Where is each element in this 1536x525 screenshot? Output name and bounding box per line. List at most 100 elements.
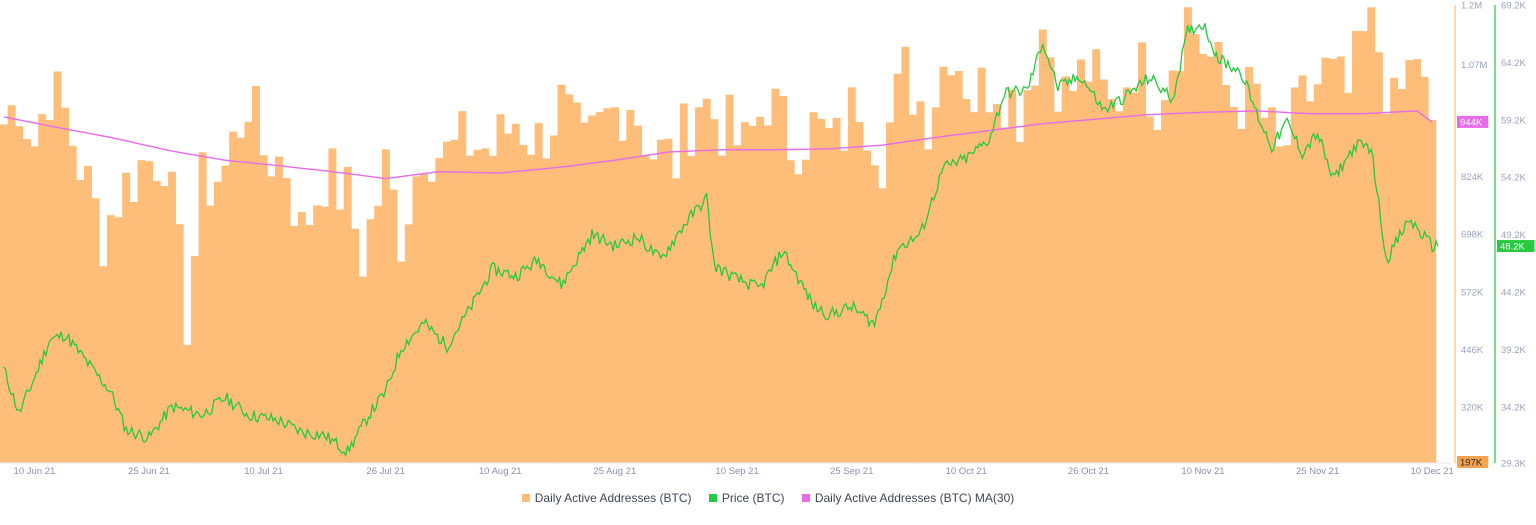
bar-daily-active-addresses bbox=[1046, 57, 1055, 463]
bar-daily-active-addresses bbox=[748, 126, 757, 463]
bar-daily-active-addresses bbox=[771, 88, 780, 463]
bar-daily-active-addresses bbox=[229, 131, 238, 463]
bar-daily-active-addresses bbox=[381, 149, 390, 464]
bar-daily-active-addresses bbox=[129, 202, 138, 463]
bar-daily-active-addresses bbox=[450, 139, 459, 463]
bar-daily-active-addresses bbox=[1237, 128, 1246, 463]
bar-daily-active-addresses bbox=[870, 165, 879, 463]
legend-label-addresses: Daily Active Addresses (BTC) bbox=[534, 491, 692, 505]
bar-daily-active-addresses bbox=[1199, 54, 1208, 464]
bar-daily-active-addresses bbox=[1222, 85, 1231, 463]
bar-daily-active-addresses bbox=[305, 225, 314, 463]
bar-daily-active-addresses bbox=[106, 215, 115, 463]
bar-daily-active-addresses bbox=[1061, 76, 1070, 464]
legend-item-price[interactable]: Price (BTC) bbox=[708, 491, 785, 505]
price-line bbox=[3, 23, 1439, 458]
bar-daily-active-addresses bbox=[1245, 66, 1253, 463]
bar-daily-active-addresses bbox=[137, 160, 146, 463]
bar-daily-active-addresses bbox=[1191, 34, 1200, 464]
bar-daily-active-addresses bbox=[1420, 76, 1429, 464]
x-tick-label: 10 Jul 21 bbox=[244, 466, 283, 477]
bar-daily-active-addresses bbox=[1214, 41, 1223, 463]
bar-daily-active-addresses bbox=[572, 102, 581, 463]
bar-daily-active-addresses bbox=[992, 104, 1001, 463]
x-tick-label: 10 Dec 21 bbox=[1411, 466, 1454, 477]
bar-daily-active-addresses bbox=[534, 123, 543, 464]
bar-daily-active-addresses bbox=[1359, 31, 1368, 463]
bar-daily-active-addresses bbox=[802, 159, 810, 463]
y-tick-label-price: 44.2K bbox=[1501, 288, 1526, 299]
bar-daily-active-addresses bbox=[1153, 129, 1162, 463]
x-tick-label: 10 Sep 21 bbox=[715, 466, 758, 477]
bar-daily-active-addresses bbox=[1054, 111, 1063, 464]
bar-daily-active-addresses bbox=[1413, 59, 1422, 464]
y-tick-label-price: 39.2K bbox=[1501, 345, 1526, 356]
bar-daily-active-addresses bbox=[122, 172, 131, 463]
bar-daily-active-addresses bbox=[695, 107, 704, 464]
bar-daily-active-addresses bbox=[519, 145, 528, 463]
bar-daily-active-addresses bbox=[702, 98, 711, 464]
bar-daily-active-addresses bbox=[886, 122, 894, 464]
x-tick-label: 10 Oct 21 bbox=[946, 466, 987, 477]
bar-daily-active-addresses bbox=[328, 148, 337, 464]
bar-daily-active-addresses bbox=[168, 171, 176, 463]
y-tick-label-addresses: 572K bbox=[1461, 287, 1484, 298]
badge-ma-current: 944K bbox=[1457, 115, 1489, 128]
bar-daily-active-addresses bbox=[76, 180, 85, 463]
x-tick-label: 10 Aug 21 bbox=[479, 466, 522, 477]
bar-daily-active-addresses bbox=[91, 198, 100, 463]
bar-daily-active-addresses bbox=[908, 114, 917, 463]
bar-daily-active-addresses bbox=[847, 87, 856, 463]
bar-daily-active-addresses bbox=[22, 139, 31, 463]
bar-daily-active-addresses bbox=[916, 101, 925, 464]
bar-daily-active-addresses bbox=[61, 107, 70, 464]
bar-daily-active-addresses bbox=[160, 186, 169, 464]
bar-daily-active-addresses bbox=[1115, 111, 1124, 464]
legend-label-ma: Daily Active Addresses (BTC) MA(30) bbox=[814, 491, 1015, 505]
bar-daily-active-addresses bbox=[1428, 120, 1437, 463]
y-tick-label-price: 64.2K bbox=[1501, 58, 1526, 69]
y-tick-label-price: 54.2K bbox=[1501, 173, 1526, 184]
bar-daily-active-addresses bbox=[1329, 58, 1337, 464]
bar-daily-active-addresses bbox=[595, 112, 604, 463]
bar-daily-active-addresses bbox=[290, 225, 299, 463]
bar-daily-active-addresses bbox=[1138, 42, 1147, 463]
bar-daily-active-addresses bbox=[1145, 116, 1154, 463]
bar-daily-active-addresses bbox=[15, 126, 24, 464]
bar-daily-active-addresses bbox=[1252, 83, 1261, 463]
y-tick-label-addresses: 446K bbox=[1461, 345, 1484, 356]
bar-daily-active-addresses bbox=[1183, 7, 1192, 464]
legend-item-addresses[interactable]: Daily Active Addresses (BTC) bbox=[521, 491, 692, 505]
y-tick-label-addresses: 320K bbox=[1461, 402, 1484, 413]
bar-daily-active-addresses bbox=[481, 148, 490, 463]
y-tick-label-addresses: 824K bbox=[1461, 172, 1484, 183]
bar-daily-active-addresses bbox=[794, 174, 803, 463]
bar-daily-active-addresses bbox=[435, 157, 444, 463]
x-tick-label: 25 Aug 21 bbox=[594, 466, 637, 477]
bar-daily-active-addresses bbox=[420, 173, 429, 464]
bar-daily-active-addresses bbox=[786, 160, 795, 463]
bar-daily-active-addresses bbox=[1084, 81, 1093, 464]
bar-daily-active-addresses bbox=[740, 122, 749, 463]
x-tick-label: 25 Jun 21 bbox=[128, 466, 170, 477]
x-tick-label: 26 Oct 21 bbox=[1068, 466, 1109, 477]
bar-daily-active-addresses bbox=[901, 46, 910, 463]
badge-address-min-bg bbox=[1457, 456, 1489, 468]
bar-daily-active-addresses bbox=[206, 205, 215, 463]
y-tick-label-price: 49.2K bbox=[1501, 230, 1526, 241]
bar-daily-active-addresses bbox=[1107, 99, 1116, 463]
bar-daily-active-addresses bbox=[1023, 90, 1032, 463]
bar-daily-active-addresses bbox=[1275, 146, 1284, 463]
badge-ma-current-text: 944K bbox=[1460, 117, 1483, 128]
bar-daily-active-addresses bbox=[213, 181, 222, 464]
y-tick-label-price: 69.2K bbox=[1501, 1, 1526, 12]
bar-daily-active-addresses bbox=[504, 133, 513, 463]
bar-daily-active-addresses bbox=[656, 139, 665, 464]
bar-daily-active-addresses bbox=[1031, 85, 1040, 463]
bar-daily-active-addresses bbox=[1206, 56, 1215, 463]
bar-daily-active-addresses bbox=[496, 114, 505, 463]
x-tick-label: 26 Jul 21 bbox=[366, 466, 405, 477]
bar-daily-active-addresses bbox=[1336, 56, 1345, 464]
legend-item-ma[interactable]: Daily Active Addresses (BTC) MA(30) bbox=[801, 491, 1015, 505]
